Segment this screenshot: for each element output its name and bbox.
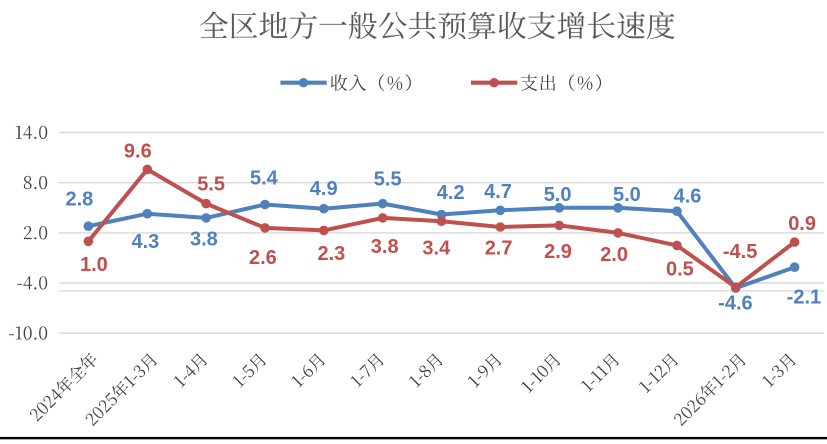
svg-text:2.3: 2.3 [317, 243, 345, 265]
svg-text:9.6: 9.6 [124, 141, 152, 163]
svg-text:2.9: 2.9 [544, 241, 572, 263]
svg-text:1.0: 1.0 [80, 254, 108, 276]
svg-text:0.9: 0.9 [788, 213, 816, 235]
svg-text:2.0: 2.0 [600, 244, 628, 266]
svg-text:-4.5: -4.5 [723, 241, 757, 263]
svg-text:4.2: 4.2 [437, 182, 465, 204]
svg-text:5.5: 5.5 [374, 169, 402, 191]
svg-text:5.5: 5.5 [197, 174, 225, 196]
svg-text:3.8: 3.8 [371, 236, 399, 258]
svg-text:2.6: 2.6 [249, 247, 277, 269]
svg-text:2.7: 2.7 [485, 238, 513, 260]
svg-text:5.0: 5.0 [613, 184, 641, 206]
svg-text:5.4: 5.4 [250, 168, 279, 190]
svg-text:-4.6: -4.6 [718, 293, 752, 315]
svg-text:4.9: 4.9 [310, 178, 338, 200]
svg-text:5.0: 5.0 [544, 184, 572, 206]
svg-text:4.3: 4.3 [131, 231, 159, 253]
svg-text:-2.1: -2.1 [787, 287, 821, 309]
svg-text:3.8: 3.8 [190, 229, 218, 251]
svg-text:3.4: 3.4 [422, 238, 451, 260]
svg-text:4.6: 4.6 [674, 186, 702, 208]
svg-text:4.7: 4.7 [484, 181, 512, 203]
svg-text:2.8: 2.8 [65, 189, 93, 211]
svg-text:0.5: 0.5 [666, 259, 694, 281]
